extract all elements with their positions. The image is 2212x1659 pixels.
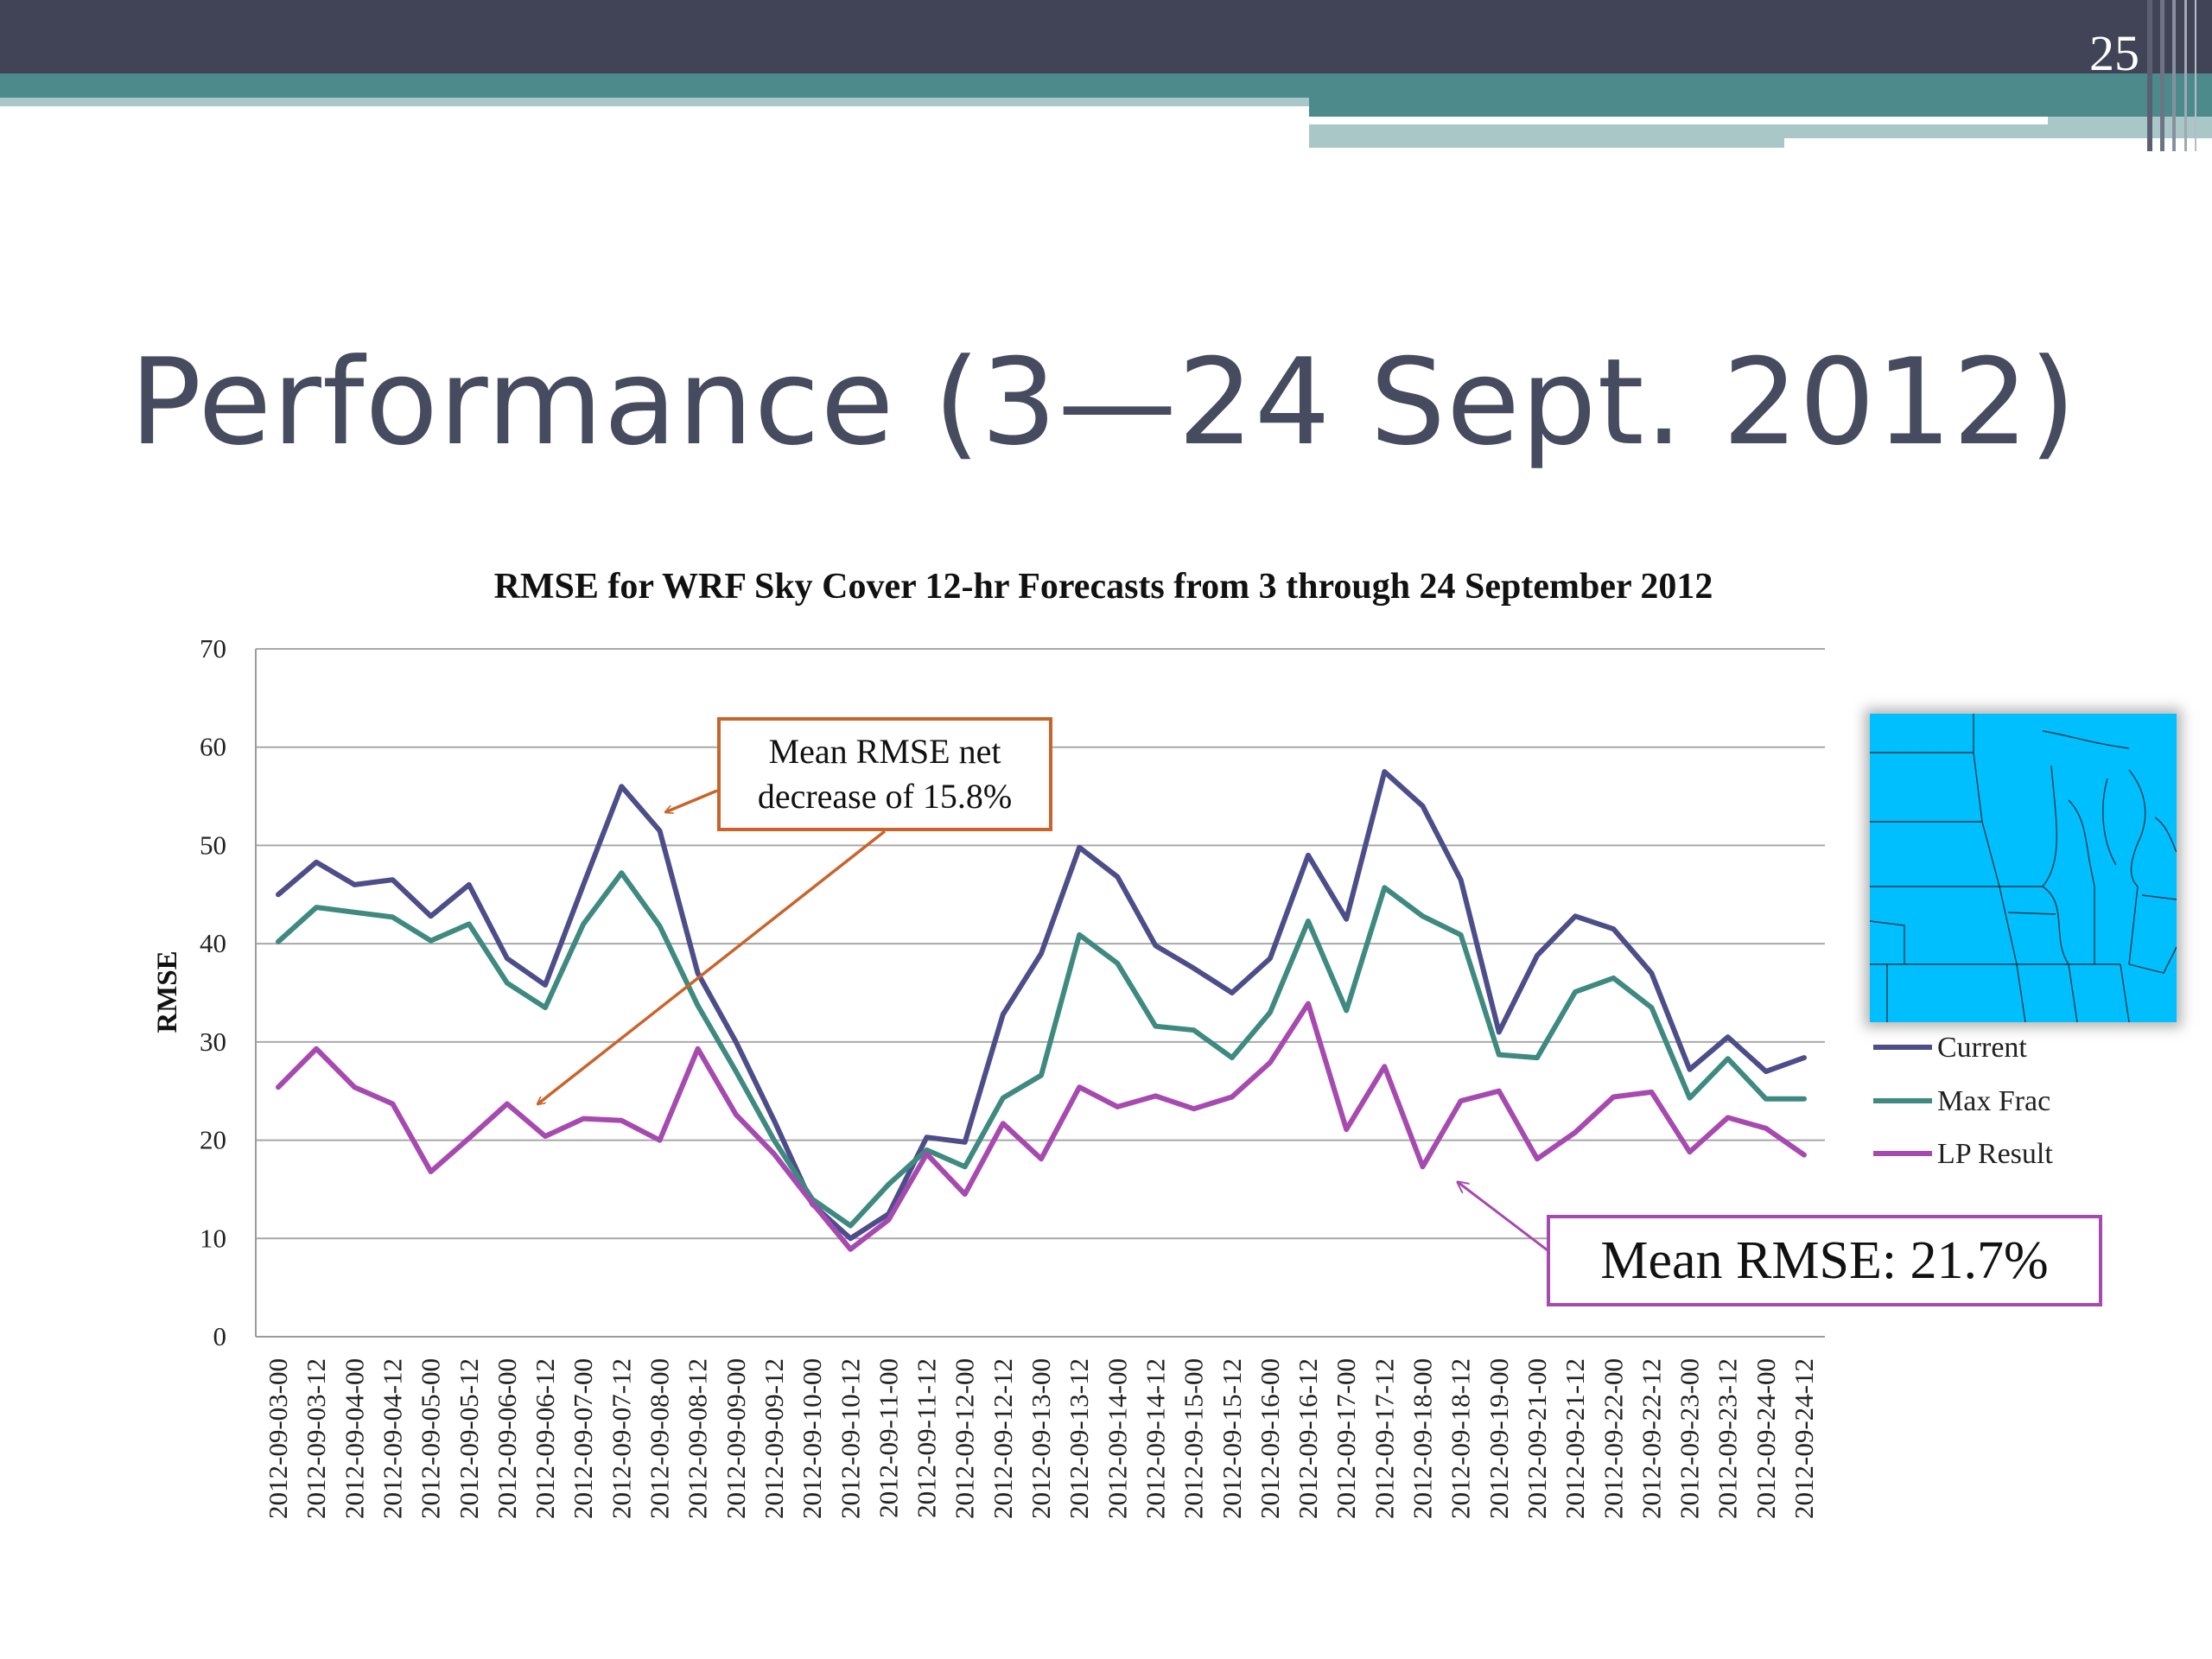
x-tick-label: 2012-09-18-12	[1446, 1358, 1476, 1519]
x-tick-label: 2012-09-13-00	[1026, 1358, 1056, 1519]
x-tick-label: 2012-09-21-00	[1522, 1358, 1552, 1519]
annotation-mean-box: Mean RMSE: 21.7%	[1547, 1215, 2102, 1306]
x-tick-label: 2012-09-23-00	[1675, 1358, 1705, 1519]
chart-title: RMSE for WRF Sky Cover 12-hr Forecasts f…	[494, 567, 1713, 607]
x-tick-label: 2012-09-17-12	[1369, 1358, 1399, 1519]
x-tick-label: 2012-09-10-00	[797, 1358, 827, 1519]
x-tick-label: 2012-09-04-12	[377, 1358, 407, 1519]
x-tick-label: 2012-09-16-12	[1293, 1358, 1323, 1519]
series-lines	[276, 769, 1807, 1252]
x-tick-label: 2012-09-05-00	[416, 1358, 446, 1519]
series-line-current	[276, 769, 1807, 1242]
x-tick-label: 2012-09-05-12	[454, 1358, 484, 1519]
x-tick-label: 2012-09-07-12	[606, 1358, 636, 1519]
x-tick-label: 2012-09-14-00	[1102, 1358, 1132, 1519]
x-tick-label: 2012-09-06-12	[530, 1358, 560, 1519]
x-tick-label: 2012-09-22-12	[1636, 1358, 1666, 1519]
y-tick-label: 10	[200, 1223, 226, 1253]
x-axis-ticks: 2012-09-03-00 2012-09-03-12 2012-09-04-00 2…	[263, 1358, 1819, 1519]
x-tick-label: 2012-09-12-00	[950, 1358, 980, 1519]
y-tick-label: 60	[200, 732, 226, 762]
x-tick-label: 2012-09-15-00	[1179, 1358, 1209, 1519]
x-tick-label: 2012-09-22-00	[1598, 1358, 1628, 1519]
annotation-decrease-arrow-down	[537, 830, 887, 1104]
series-line-max-frac	[276, 870, 1807, 1229]
x-tick-label: 2012-09-08-12	[683, 1358, 713, 1519]
y-tick-label: 30	[200, 1027, 226, 1057]
x-tick-label: 2012-09-24-00	[1751, 1358, 1781, 1519]
x-tick-label: 2012-09-19-00	[1484, 1358, 1514, 1519]
x-tick-label: 2012-09-03-00	[263, 1358, 293, 1519]
y-tick-label: 50	[200, 830, 226, 860]
x-tick-label: 2012-09-08-00	[645, 1358, 675, 1519]
legend-label: Max Frac	[1937, 1085, 2050, 1117]
legend-label: Current	[1937, 1032, 2027, 1064]
legend: Current Max Frac LP Result	[1873, 1032, 2053, 1170]
x-tick-label: 2012-09-04-00	[339, 1358, 369, 1519]
annotation-decrease-arrow-up	[665, 789, 718, 812]
legend-label: LP Result	[1937, 1138, 2053, 1170]
y-tick-label: 40	[200, 928, 226, 958]
y-tick-label: 70	[200, 633, 226, 664]
y-tick-label: 0	[213, 1321, 227, 1351]
annotation-decrease-box: Mean RMSE net decrease of 15.8%	[717, 717, 1052, 831]
x-tick-label: 2012-09-06-00	[492, 1358, 522, 1519]
x-tick-label: 2012-09-10-12	[835, 1358, 865, 1519]
annotation-decrease-line2: decrease of 15.8%	[757, 777, 1013, 816]
x-tick-label: 2012-09-16-00	[1255, 1358, 1285, 1519]
slide-number: 25	[2089, 25, 2139, 81]
annotation-mean-text: Mean RMSE: 21.7%	[1600, 1231, 2049, 1290]
annotation-decrease-line1: Mean RMSE net	[768, 732, 1001, 771]
slide-title: Performance (3—24 Sept. 2012)	[130, 333, 2077, 472]
x-tick-label: 2012-09-03-12	[301, 1358, 331, 1519]
x-tick-label: 2012-09-15-12	[1217, 1358, 1247, 1519]
region-map-image	[1870, 714, 2177, 1022]
x-tick-label: 2012-09-17-00	[1331, 1358, 1361, 1519]
x-tick-label: 2012-09-18-00	[1408, 1358, 1438, 1519]
y-axis-label: RMSE	[152, 950, 183, 1033]
x-tick-label: 2012-09-12-12	[988, 1358, 1018, 1519]
x-tick-label: 2012-09-13-12	[1064, 1358, 1094, 1519]
series-line-lp-result	[276, 1001, 1807, 1252]
x-tick-label: 2012-09-14-12	[1140, 1358, 1170, 1519]
annotation-mean-arrow	[1458, 1182, 1552, 1255]
x-tick-label: 2012-09-09-00	[721, 1358, 751, 1519]
y-axis-ticks: 0 10 20 30 40 50 60 70	[200, 633, 226, 1351]
x-tick-label: 2012-09-11-00	[873, 1358, 903, 1518]
x-tick-label: 2012-09-11-12	[912, 1358, 942, 1518]
x-tick-label: 2012-09-21-12	[1560, 1358, 1590, 1519]
slide-header-band: 25	[0, 0, 2212, 151]
x-tick-label: 2012-09-09-12	[759, 1358, 789, 1519]
x-tick-label: 2012-09-07-00	[568, 1358, 598, 1519]
x-tick-label: 2012-09-23-12	[1713, 1358, 1743, 1519]
x-tick-label: 2012-09-24-12	[1789, 1358, 1819, 1519]
y-tick-label: 20	[200, 1125, 226, 1155]
